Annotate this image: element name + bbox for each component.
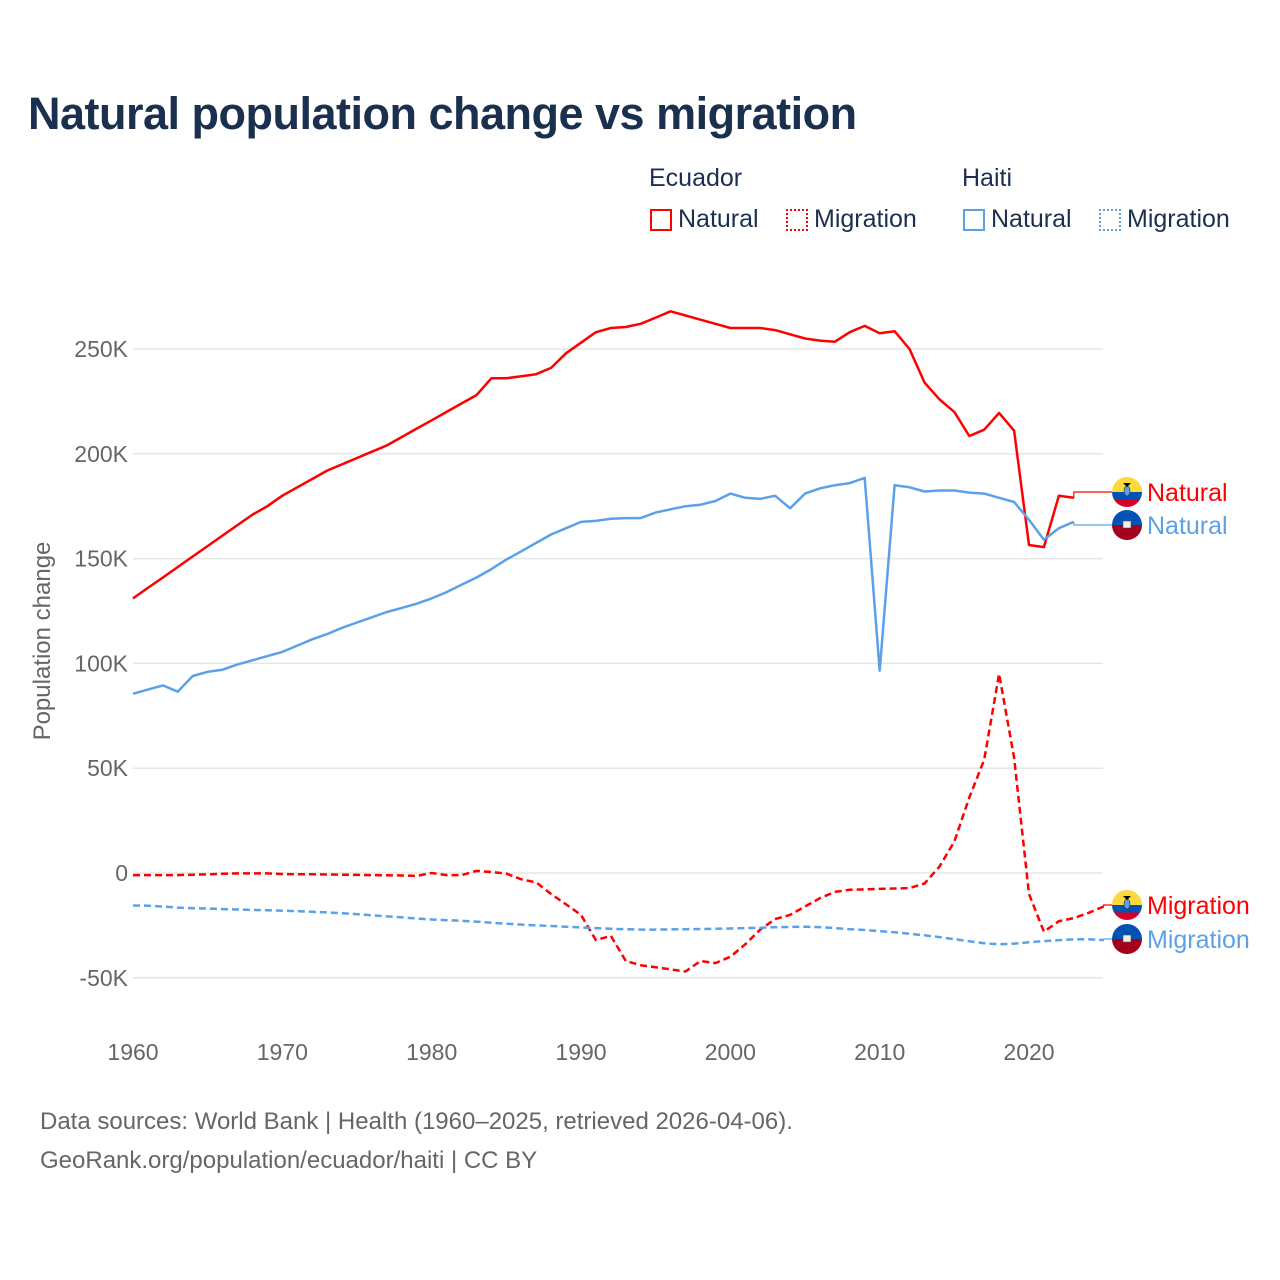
legend-label: Migration [1127, 205, 1230, 233]
legend-swatch-solid [963, 208, 985, 231]
flag-emblem [1123, 483, 1131, 487]
y-tick-label: 200K [74, 441, 128, 467]
legend-swatch-dotted [786, 208, 808, 231]
y-tick-label: 250K [74, 336, 128, 362]
ecuador-flag-icon [1112, 477, 1142, 507]
legend-swatch-solid [650, 208, 672, 231]
series-end-label: Natural [1147, 479, 1228, 507]
flag-stripe [1112, 525, 1142, 540]
x-tick-label: 1960 [107, 1039, 158, 1065]
y-axis-label: Population change [29, 542, 56, 741]
flag-stripe [1112, 939, 1142, 954]
x-tick-label: 2010 [854, 1039, 905, 1065]
footer-attribution[interactable]: GeoRank.org/population/ecuador/haiti | C… [40, 1147, 538, 1174]
legend-ecuador-migration[interactable]: Migration [786, 205, 917, 234]
label-connector [1073, 491, 1112, 498]
x-tick-label: 2000 [705, 1039, 756, 1065]
y-tick-label: -50K [79, 965, 128, 991]
series-end-label: Natural [1147, 512, 1228, 540]
ecuador-natural-line [132, 310, 1074, 600]
y-tick-label: 50K [87, 755, 129, 781]
haiti-migration-line [132, 904, 1104, 946]
flag-stripe [1112, 912, 1142, 920]
y-tick-label: 100K [74, 650, 128, 676]
legend-label: Natural [678, 205, 759, 233]
flag-emblem [1122, 520, 1132, 529]
series-end-label: Migration [1147, 892, 1250, 920]
flag-emblem [1122, 934, 1132, 943]
label-connector [1103, 904, 1112, 907]
label-connector [1103, 938, 1112, 941]
legend-group-ecuador: Ecuador [649, 164, 743, 192]
chart-title: Natural population change vs migration [28, 88, 857, 139]
legend-swatch-dotted [1099, 208, 1121, 231]
flag-stripe [1112, 510, 1142, 525]
haiti-natural-line [132, 476, 1075, 696]
legend-haiti-natural[interactable]: Natural [963, 205, 1072, 234]
legend-group-haiti: Haiti [962, 164, 1013, 192]
legend-haiti-migration[interactable]: Migration [1099, 205, 1230, 234]
series-end-label: Migration [1147, 926, 1250, 954]
x-tick-label: 1990 [555, 1039, 606, 1065]
legend-label: Migration [814, 205, 917, 233]
y-tick-label: 0 [115, 860, 128, 886]
x-tick-label: 2020 [1003, 1039, 1054, 1065]
haiti-flag-icon [1112, 510, 1142, 540]
x-tick-label: 1970 [257, 1039, 308, 1065]
haiti-flag-icon [1112, 924, 1142, 954]
y-tick-label: 150K [74, 546, 128, 572]
flag-emblem [1123, 896, 1131, 900]
footer-sources: Data sources: World Bank | Health (1960–… [40, 1108, 793, 1135]
ecuador-flag-icon [1112, 890, 1142, 920]
flag-stripe [1112, 499, 1142, 507]
legend-ecuador-natural[interactable]: Natural [650, 205, 759, 234]
flag-emblem [1123, 898, 1131, 910]
label-connector [1073, 521, 1112, 526]
flag-stripe [1112, 924, 1142, 939]
flag-emblem [1123, 485, 1131, 497]
legend-label: Natural [991, 205, 1072, 233]
x-tick-label: 1980 [406, 1039, 457, 1065]
ecuador-migration-line [133, 672, 1105, 973]
